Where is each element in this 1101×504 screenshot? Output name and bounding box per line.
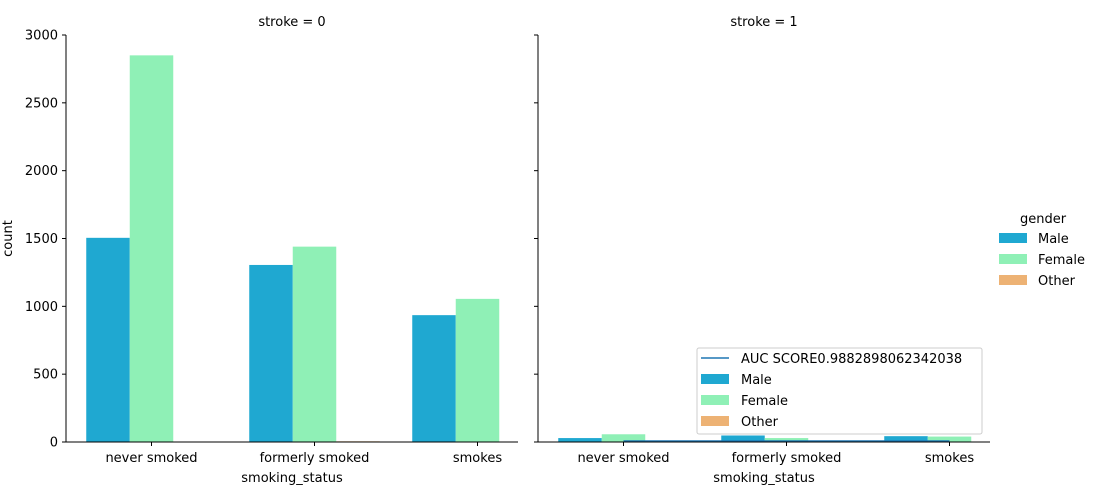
- bar-male: [721, 435, 765, 442]
- y-axis-label: count: [1, 220, 16, 257]
- x-tick-label: formerly smoked: [260, 451, 370, 466]
- inner-legend-frame: [696, 347, 983, 435]
- bar-male: [412, 315, 456, 442]
- bar-female: [129, 55, 174, 442]
- x-axis-label: smoking_status: [713, 471, 815, 486]
- legend-title: gender: [1020, 212, 1067, 227]
- panel-title: stroke = 1: [730, 15, 797, 30]
- y-tick-label: 1000: [25, 300, 58, 315]
- bar-female: [455, 298, 500, 442]
- bar-female: [764, 438, 809, 442]
- inner-legend-label: AUC SCORE0.9882898062342038: [741, 352, 962, 367]
- x-tick-label: smokes: [925, 451, 974, 466]
- legend-swatch-male: [999, 233, 1027, 243]
- panel-title: stroke = 0: [258, 15, 325, 30]
- legend-swatch-other: [999, 275, 1027, 285]
- inner-legend-swatch-other: [701, 416, 729, 426]
- bar-male: [249, 264, 293, 442]
- x-tick-label: formerly smoked: [732, 451, 842, 466]
- bar-female: [292, 246, 337, 442]
- legend-label: Male: [1038, 232, 1069, 247]
- y-tick-label: 3000: [25, 29, 58, 44]
- y-tick-label: 500: [33, 368, 58, 383]
- x-tick-label: never smoked: [577, 451, 669, 466]
- legend-swatch-female: [999, 254, 1027, 264]
- inner-legend-label: Female: [741, 394, 788, 409]
- legend-label: Other: [1038, 274, 1076, 289]
- bar-male: [86, 237, 130, 442]
- inner-legend-label: Other: [741, 415, 779, 430]
- y-tick-label: 2000: [25, 164, 58, 179]
- bar-male: [884, 436, 928, 442]
- bar-female: [601, 434, 646, 442]
- x-axis-label: smoking_status: [241, 471, 343, 486]
- inner-legend-swatch-male: [701, 374, 729, 384]
- inner-legend-swatch-female: [701, 395, 729, 405]
- x-tick-label: never smoked: [105, 451, 197, 466]
- x-tick-label: smokes: [453, 451, 502, 466]
- bar-female: [927, 436, 972, 442]
- y-tick-label: 2500: [25, 96, 58, 111]
- y-tick-label: 1500: [25, 232, 58, 247]
- y-tick-label: 0: [50, 436, 58, 451]
- inner-legend-label: Male: [741, 373, 772, 388]
- legend-label: Female: [1038, 253, 1085, 268]
- bar-male: [558, 438, 602, 442]
